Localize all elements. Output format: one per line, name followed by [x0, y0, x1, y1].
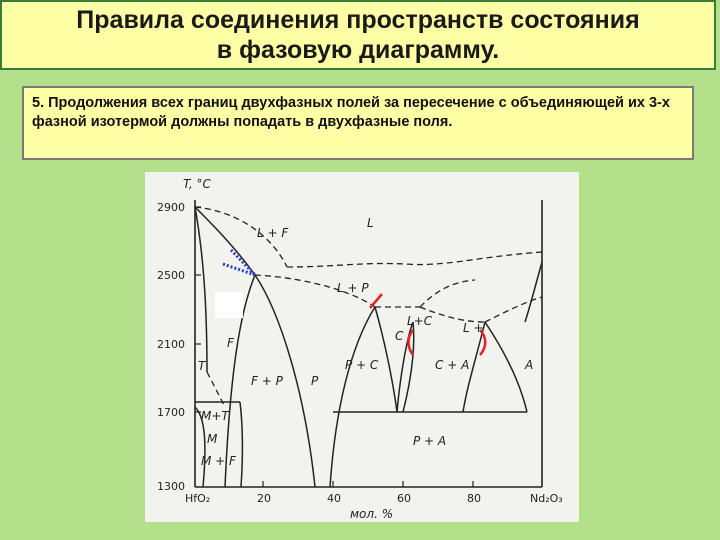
liquidus-dashed: [194, 206, 288, 268]
c-liquidus-dashed: [419, 279, 476, 308]
rule-text: 5. Продолжения всех границ двухфазных по…: [32, 95, 670, 130]
y-tick-0: 2900: [157, 201, 185, 214]
phase-labels: L L + F L + P L+C L + C F F + P P P + C …: [198, 216, 533, 468]
phase-label-l-p: L + P: [337, 281, 369, 295]
red-annotations: [369, 293, 487, 356]
rule-box: 5. Продолжения всех границ двухфазных по…: [22, 86, 694, 160]
dashed-boundaries: [194, 206, 543, 408]
x-axis-label: мол. %: [350, 507, 393, 521]
phase-label-p: P: [311, 374, 319, 388]
y-tick-2: 2100: [157, 338, 185, 351]
x-tick-1: 40: [327, 492, 341, 505]
p-c-boundary: [374, 306, 398, 413]
x-tick-0: 20: [257, 492, 271, 505]
phase-label-a: A: [524, 358, 533, 372]
slide-title-line-1: Правила соединения пространств состояния: [76, 6, 640, 34]
phase-label-l: L: [367, 216, 374, 230]
x-right-component: Nd₂O₃: [530, 492, 563, 505]
l-p-dashed: [254, 274, 376, 308]
c-boundary-right: [402, 321, 415, 413]
x-tick-labels: HfO₂ 20 40 60 80 Nd₂O₃: [185, 492, 563, 505]
red-mark-3: [478, 329, 487, 356]
y-tick-1: 2500: [157, 269, 185, 282]
l-a-dashed: [484, 296, 543, 323]
blue-dotted-line-1: [229, 248, 257, 277]
slide-title-line-2: в фазовую диаграмму.: [216, 36, 500, 64]
m-f-boundary: [239, 401, 244, 488]
y-tick-4: 1300: [157, 480, 185, 493]
x-tick-3: 80: [467, 492, 481, 505]
x-tick-2: 60: [397, 492, 411, 505]
c-boundary-left: [396, 321, 414, 413]
y-tick-3: 1700: [157, 406, 185, 419]
phase-label-l-plus: L +: [463, 321, 484, 335]
m-boundary: [194, 406, 206, 488]
p-boundary-right: [329, 306, 376, 488]
phase-label-l-f: L + F: [257, 226, 289, 240]
y-axis-label: T, °C: [183, 177, 212, 191]
l-c-dashed: [419, 306, 486, 323]
diagram-axes: [194, 200, 543, 488]
phase-label-f-p: F + P: [251, 374, 284, 388]
red-mark-1: [369, 293, 383, 309]
solid-boundaries: [194, 206, 543, 488]
phase-label-m: M: [207, 432, 218, 446]
red-mark-2: [407, 329, 415, 356]
y-tick-labels: 2900 2500 2100 1700 1300: [157, 201, 185, 493]
phase-diagram: 2900 2500 2100 1700 1300 T, °C HfO₂ 20 4…: [145, 172, 579, 522]
t-boundary-dashed: [206, 371, 226, 408]
liquidus-top: [286, 251, 543, 268]
phase-label-c-a: C + A: [435, 358, 469, 372]
f-p-boundary-right: [254, 274, 316, 488]
phase-label-f: F: [227, 336, 235, 350]
x-left-component: HfO₂: [185, 492, 210, 505]
white-patch: [215, 292, 243, 318]
phase-label-m-f: M + F: [201, 454, 237, 468]
a-liquidus: [524, 261, 543, 323]
blue-annotation: [222, 248, 257, 277]
f-solvus-left: [194, 206, 208, 373]
phase-label-p-c: P + C: [345, 358, 379, 372]
a-boundary: [484, 321, 528, 413]
slide-title-box: Правила соединения пространств состояния…: [0, 0, 716, 70]
phase-label-t: T: [198, 359, 207, 373]
phase-label-m-t: M+T: [201, 409, 230, 423]
phase-label-c: C: [395, 329, 404, 343]
phase-diagram-svg: 2900 2500 2100 1700 1300 T, °C HfO₂ 20 4…: [157, 177, 563, 521]
phase-label-l-c: L+C: [407, 314, 433, 328]
phase-label-p-a: P + A: [413, 434, 446, 448]
blue-dotted-line-2: [222, 262, 256, 277]
f-p-boundary-left: [224, 274, 256, 488]
